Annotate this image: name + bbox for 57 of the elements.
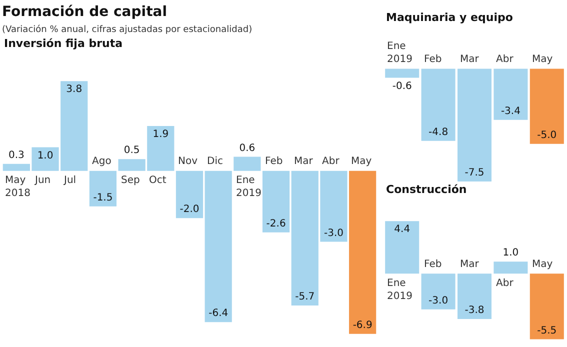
x-tick-label: May bbox=[351, 156, 372, 167]
data-label: 3.8 bbox=[66, 84, 82, 96]
chart-title: Maquinaria y equipo bbox=[386, 11, 514, 24]
x-tick-label: May bbox=[532, 259, 553, 270]
data-label: -6.4 bbox=[208, 308, 228, 320]
data-label: 0.5 bbox=[124, 145, 140, 156]
data-label: -5.0 bbox=[537, 130, 557, 141]
text: Formación de capital bbox=[2, 4, 168, 20]
text: (Variación % anual, cifras ajustadas por estacionalidad) bbox=[2, 24, 252, 35]
x-tick-label: Jul bbox=[63, 175, 76, 186]
data-label: -2.0 bbox=[180, 204, 200, 216]
chart-title: Inversión fija bruta bbox=[4, 37, 123, 50]
chart-title: Construcción bbox=[386, 183, 467, 196]
data-label: 1.0 bbox=[37, 150, 54, 162]
bar bbox=[89, 170, 117, 206]
x-tick-label: Mar bbox=[294, 156, 314, 167]
x-tick-label: Mar bbox=[460, 54, 480, 65]
data-label: -6.9 bbox=[352, 320, 372, 331]
x-tick-label: Ene 2019 bbox=[236, 175, 262, 199]
data-label: -5.7 bbox=[295, 292, 315, 303]
x-tick-label: May 2018 bbox=[5, 175, 30, 199]
data-label: 0.3 bbox=[8, 150, 24, 161]
data-label: -7.5 bbox=[464, 167, 484, 178]
bar bbox=[204, 170, 232, 322]
data-label: 1.0 bbox=[502, 248, 519, 259]
x-tick-label: Abr bbox=[496, 278, 514, 289]
x-tick-label: May bbox=[532, 54, 553, 65]
x-tick-label: Feb bbox=[265, 156, 283, 167]
data-label: 1.9 bbox=[152, 129, 169, 140]
x-tick-label: Oct bbox=[149, 175, 166, 186]
x-tick-label: Feb bbox=[424, 54, 442, 65]
data-label: -2.6 bbox=[266, 218, 286, 230]
x-tick-label: Ago bbox=[92, 156, 112, 167]
data-label: -3.0 bbox=[428, 295, 448, 306]
data-label: -0.6 bbox=[392, 80, 412, 92]
x-tick-label: Abr bbox=[322, 156, 340, 167]
data-label: -3.8 bbox=[464, 304, 484, 316]
data-label: 0.6 bbox=[239, 142, 256, 154]
bar bbox=[262, 170, 290, 232]
data-label: 4.4 bbox=[394, 224, 410, 236]
bar bbox=[349, 170, 376, 334]
x-tick-label: Jun bbox=[34, 175, 51, 186]
data-label: -1.5 bbox=[93, 192, 113, 204]
data-label: -3.0 bbox=[324, 228, 344, 239]
data-label: -3.4 bbox=[500, 106, 520, 117]
x-tick-label: Sep bbox=[121, 175, 140, 186]
bar bbox=[176, 170, 204, 218]
x-tick-label: Mar bbox=[460, 259, 480, 270]
x-tick-label: Dic bbox=[207, 156, 223, 167]
x-tick-label: Nov bbox=[178, 156, 198, 167]
x-tick-label: Ene 2019 bbox=[387, 41, 412, 65]
data-label: -4.8 bbox=[428, 126, 448, 138]
data-label: -5.5 bbox=[537, 325, 557, 336]
x-tick-label: Abr bbox=[496, 54, 514, 65]
bar bbox=[234, 156, 261, 171]
x-tick-label: Feb bbox=[424, 259, 442, 270]
x-tick-label: Ene 2019 bbox=[387, 278, 412, 302]
